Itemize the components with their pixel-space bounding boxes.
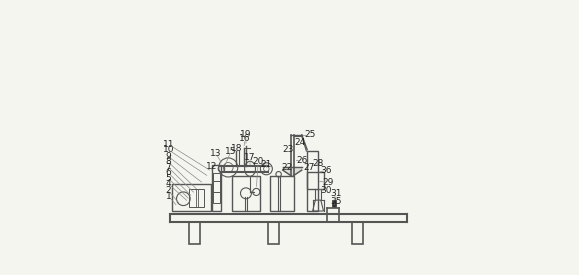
Text: 7: 7 [166, 163, 171, 172]
Text: 18: 18 [230, 144, 242, 153]
Bar [173, 184, 211, 211]
Text: 26: 26 [296, 156, 307, 165]
Bar [332, 200, 336, 207]
Text: 13: 13 [210, 149, 222, 158]
Polygon shape [283, 167, 302, 176]
Bar [213, 181, 220, 192]
Text: 6: 6 [166, 168, 171, 177]
Text: 15: 15 [225, 147, 237, 156]
Text: 11: 11 [163, 140, 174, 149]
Bar [232, 176, 259, 211]
Text: 2: 2 [166, 186, 171, 195]
Text: 21: 21 [261, 160, 272, 169]
Text: 9: 9 [166, 152, 171, 161]
Text: 19: 19 [240, 130, 252, 139]
Text: 30: 30 [321, 186, 332, 195]
Bar [212, 165, 221, 211]
Text: 17: 17 [244, 153, 256, 163]
Text: 27: 27 [303, 163, 314, 172]
Text: 35: 35 [330, 197, 342, 206]
Bar [307, 151, 317, 211]
Text: 1: 1 [166, 191, 171, 200]
Text: 25: 25 [304, 130, 316, 139]
Text: 36: 36 [321, 166, 332, 175]
Text: 31: 31 [330, 189, 342, 198]
Bar [352, 222, 363, 244]
Bar [270, 176, 294, 211]
Text: 4: 4 [166, 179, 171, 188]
Bar [267, 222, 278, 244]
Bar [213, 173, 220, 181]
Bar [189, 189, 204, 207]
Text: 24: 24 [295, 138, 306, 147]
Text: 22: 22 [281, 163, 292, 172]
Text: 16: 16 [239, 134, 250, 143]
Text: 5: 5 [166, 174, 171, 183]
Text: 23: 23 [283, 145, 294, 154]
Text: 10: 10 [163, 145, 174, 154]
Bar [307, 172, 324, 189]
Text: 8: 8 [166, 158, 171, 166]
Text: 29: 29 [322, 178, 334, 187]
Text: 12: 12 [206, 162, 218, 170]
Text: 20: 20 [252, 158, 264, 166]
Bar [213, 192, 220, 203]
Text: 28: 28 [313, 159, 324, 168]
Bar [189, 222, 200, 244]
